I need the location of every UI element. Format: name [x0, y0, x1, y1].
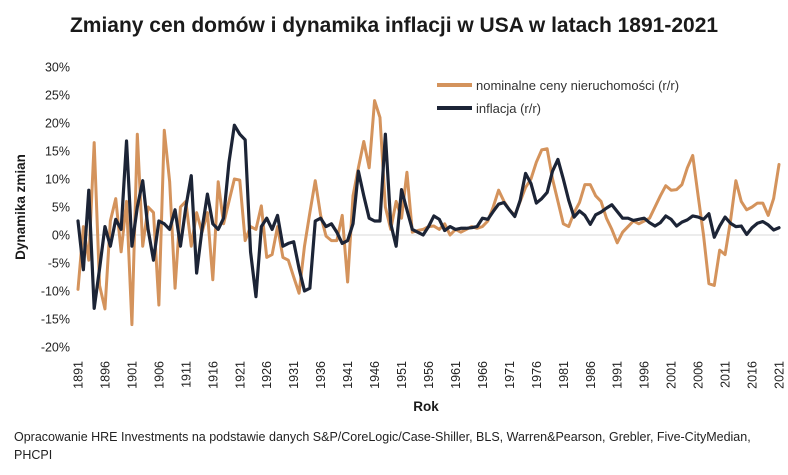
x-tick-label: 1931: [287, 361, 301, 389]
y-tick-label: 20%: [45, 117, 70, 131]
legend-label-nominal-prices: nominalne ceny nieruchomości (r/r): [476, 78, 679, 93]
series-layer: [76, 99, 781, 327]
x-tick-label: 1961: [449, 361, 463, 389]
x-tick-label: 1891: [72, 361, 86, 389]
x-axis-ticks: 1891 1896 1901 1906 1911 1916 1921 1926 1931 1936…: [72, 361, 787, 389]
x-tick-label: 1901: [125, 361, 139, 389]
chart-title: Zmiany cen domów i dynamika inflacji w U…: [70, 14, 718, 37]
x-axis-title: Rok: [413, 399, 439, 414]
series-line-inflation: [76, 123, 781, 310]
x-tick-label: 1941: [341, 361, 355, 389]
x-tick-label: 2021: [773, 361, 787, 389]
x-tick-label: 1966: [476, 361, 490, 389]
y-tick-label: -5%: [48, 257, 70, 271]
x-tick-label: 1906: [152, 361, 166, 389]
y-tick-label: 5%: [52, 201, 70, 215]
x-tick-label: 2006: [692, 361, 706, 389]
x-tick-label: 1986: [584, 361, 598, 389]
legend: nominalne ceny nieruchomości (r/r) infla…: [437, 78, 679, 116]
y-tick-label: 25%: [45, 89, 70, 103]
x-tick-label: 1946: [368, 361, 382, 389]
y-tick-label: 30%: [45, 61, 70, 75]
x-tick-label: 1921: [233, 361, 247, 389]
y-tick-label: -20%: [41, 341, 70, 355]
y-axis-ticks: -20% -15% -10% -5% 0% 5% 10% 15% 20% 25% 30%: [41, 61, 70, 355]
x-tick-label: 2016: [746, 361, 760, 389]
x-tick-label: 1926: [260, 361, 274, 389]
x-tick-label: 1956: [422, 361, 436, 389]
x-tick-label: 1971: [503, 361, 517, 389]
legend-label-inflation: inflacja (r/r): [476, 101, 541, 116]
y-tick-label: 10%: [45, 173, 70, 187]
x-tick-label: 1911: [179, 361, 193, 388]
x-tick-label: 1981: [557, 361, 571, 389]
y-axis-title: Dynamika zmian: [13, 154, 28, 260]
y-tick-label: -10%: [41, 285, 70, 299]
x-tick-label: 1916: [206, 361, 220, 389]
x-tick-label: 1996: [638, 361, 652, 389]
chart: Zmiany cen domów i dynamika inflacji w U…: [13, 14, 787, 414]
x-tick-label: 1951: [395, 361, 409, 389]
x-tick-label: 1991: [611, 361, 625, 389]
x-tick-label: 1936: [314, 361, 328, 389]
x-tick-label: 1896: [98, 361, 112, 389]
y-tick-label: 15%: [45, 145, 70, 159]
source-note: Opracowanie HRE Investments na podstawie…: [14, 430, 751, 462]
y-tick-label: -15%: [41, 313, 70, 327]
y-tick-label: 0%: [52, 229, 70, 243]
series-line-nominal-prices: [76, 99, 781, 327]
x-tick-label: 2001: [665, 361, 679, 389]
x-tick-label: 1976: [530, 361, 544, 389]
x-tick-label: 2011: [719, 361, 733, 388]
